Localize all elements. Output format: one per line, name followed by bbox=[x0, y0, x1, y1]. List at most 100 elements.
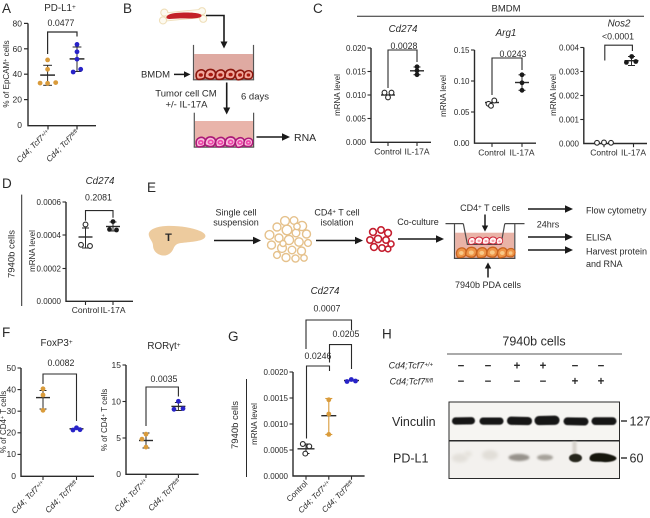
svg-text:Harvest protein: Harvest protein bbox=[586, 246, 647, 256]
svg-text:Tumor cell CM: Tumor cell CM bbox=[155, 89, 216, 100]
svg-text:0.0015: 0.0015 bbox=[264, 394, 289, 403]
svg-text:D: D bbox=[2, 176, 12, 191]
svg-text:0.0002: 0.0002 bbox=[37, 264, 62, 273]
svg-text:40: 40 bbox=[13, 69, 23, 79]
svg-text:mRNA level: mRNA level bbox=[439, 75, 448, 117]
svg-text:Cd274: Cd274 bbox=[389, 24, 418, 35]
svg-text:C: C bbox=[313, 1, 323, 16]
svg-text:+: + bbox=[514, 361, 521, 373]
svg-text:−: − bbox=[458, 376, 465, 388]
svg-text:0.0246: 0.0246 bbox=[305, 351, 332, 361]
svg-text:G: G bbox=[228, 329, 239, 344]
svg-text:40: 40 bbox=[7, 384, 17, 394]
svg-text:mRNA level: mRNA level bbox=[28, 230, 37, 272]
svg-text:mRNA level: mRNA level bbox=[250, 403, 259, 445]
svg-text:IL-17A: IL-17A bbox=[509, 147, 534, 157]
svg-text:T: T bbox=[165, 232, 172, 244]
svg-text:Control: Control bbox=[72, 305, 100, 315]
svg-text:30: 30 bbox=[7, 406, 17, 416]
svg-text:mRNA level: mRNA level bbox=[333, 74, 342, 116]
svg-text:Cd274: Cd274 bbox=[86, 176, 115, 187]
svg-text:F: F bbox=[2, 325, 10, 340]
svg-text:6 days: 6 days bbox=[241, 92, 269, 103]
svg-text:and RNA: and RNA bbox=[586, 259, 623, 269]
svg-text:0.2081: 0.2081 bbox=[85, 193, 112, 203]
svg-text:+/- IL-17A: +/- IL-17A bbox=[166, 100, 209, 111]
svg-text:% of CD4+ T cells: % of CD4+ T cells bbox=[100, 389, 109, 452]
svg-text:0.0035: 0.0035 bbox=[151, 374, 178, 384]
svg-text:Vinculin: Vinculin bbox=[392, 415, 436, 429]
svg-text:24hrs: 24hrs bbox=[537, 220, 560, 230]
svg-text:0.020: 0.020 bbox=[346, 44, 367, 53]
svg-text:CD4+ T cells: CD4+ T cells bbox=[460, 203, 510, 213]
svg-text:−: − bbox=[514, 376, 521, 388]
svg-text:E: E bbox=[147, 180, 156, 195]
svg-text:% of EpCAM+ cells: % of EpCAM+ cells bbox=[2, 40, 11, 107]
svg-text:Control: Control bbox=[590, 148, 618, 158]
svg-text:H: H bbox=[382, 327, 392, 342]
svg-text:0: 0 bbox=[17, 120, 22, 130]
svg-text:0.0205: 0.0205 bbox=[333, 329, 360, 339]
svg-text:0: 0 bbox=[116, 469, 121, 479]
svg-text:60: 60 bbox=[13, 44, 23, 54]
svg-text:0.004: 0.004 bbox=[559, 43, 580, 52]
svg-text:ELISA: ELISA bbox=[586, 232, 612, 242]
svg-text:% of CD4+ T cells: % of CD4+ T cells bbox=[0, 391, 8, 454]
svg-text:+: + bbox=[598, 376, 605, 388]
svg-text:60: 60 bbox=[630, 452, 644, 466]
svg-text:−: − bbox=[598, 361, 605, 373]
svg-text:80: 80 bbox=[13, 18, 23, 28]
svg-text:0.0004: 0.0004 bbox=[37, 231, 62, 240]
svg-text:0.05: 0.05 bbox=[454, 108, 470, 117]
svg-text:0.001: 0.001 bbox=[559, 115, 580, 124]
svg-text:0: 0 bbox=[11, 471, 16, 481]
svg-text:0.10: 0.10 bbox=[454, 77, 470, 86]
svg-text:Control: Control bbox=[374, 147, 402, 157]
svg-text:Control: Control bbox=[478, 147, 506, 157]
svg-text:−: − bbox=[485, 376, 492, 388]
svg-text:isolation: isolation bbox=[320, 218, 353, 228]
svg-text:0.0477: 0.0477 bbox=[48, 18, 75, 28]
svg-text:BMDM: BMDM bbox=[491, 4, 520, 15]
svg-text:0.0000: 0.0000 bbox=[264, 472, 289, 481]
svg-text:−: − bbox=[458, 361, 465, 373]
svg-text:+: + bbox=[540, 361, 547, 373]
svg-text:Single cell: Single cell bbox=[215, 208, 256, 218]
svg-text:0.0007: 0.0007 bbox=[314, 304, 341, 314]
svg-text:−: − bbox=[485, 361, 492, 373]
svg-text:10: 10 bbox=[7, 449, 17, 459]
svg-text:−: − bbox=[572, 361, 579, 373]
svg-text:IL-17A: IL-17A bbox=[404, 147, 429, 157]
svg-text:0.0010: 0.0010 bbox=[264, 420, 289, 429]
svg-text:7940b cells: 7940b cells bbox=[502, 335, 565, 349]
svg-text:FoxP3+: FoxP3+ bbox=[41, 338, 73, 349]
svg-text:A: A bbox=[2, 1, 11, 16]
svg-text:B: B bbox=[123, 1, 132, 16]
svg-text:0.00: 0.00 bbox=[454, 139, 470, 148]
svg-text:0.005: 0.005 bbox=[346, 114, 367, 123]
svg-text:IL-17A: IL-17A bbox=[621, 148, 646, 158]
svg-text:Cd4;Tcf7+/+: Cd4;Tcf7+/+ bbox=[389, 361, 434, 371]
svg-text:<0.0001: <0.0001 bbox=[602, 32, 634, 42]
svg-text:Arg1: Arg1 bbox=[495, 28, 517, 39]
svg-text:PD-L1+: PD-L1+ bbox=[44, 3, 76, 14]
svg-text:CD4+ T cell: CD4+ T cell bbox=[314, 208, 359, 218]
svg-text:7940b cells: 7940b cells bbox=[230, 401, 241, 449]
svg-text:0.0082: 0.0082 bbox=[48, 358, 75, 368]
svg-text:0.0005: 0.0005 bbox=[264, 446, 289, 455]
svg-text:+: + bbox=[572, 376, 579, 388]
svg-text:Co-culture: Co-culture bbox=[397, 217, 439, 227]
svg-text:PD-L1: PD-L1 bbox=[393, 452, 428, 466]
svg-text:RNA: RNA bbox=[294, 132, 316, 144]
svg-text:0.015: 0.015 bbox=[346, 67, 367, 76]
svg-text:0.0020: 0.0020 bbox=[264, 368, 289, 377]
svg-text:0.000: 0.000 bbox=[346, 138, 367, 147]
svg-text:suspension: suspension bbox=[213, 218, 259, 228]
svg-text:0.0000: 0.0000 bbox=[37, 297, 62, 306]
svg-text:0.002: 0.002 bbox=[559, 91, 580, 100]
svg-text:−: − bbox=[540, 376, 547, 388]
svg-text:Flow cytometry: Flow cytometry bbox=[586, 206, 647, 216]
svg-text:mRNA level: mRNA level bbox=[549, 74, 558, 116]
svg-text:20: 20 bbox=[7, 428, 17, 438]
svg-text:15: 15 bbox=[112, 360, 122, 370]
